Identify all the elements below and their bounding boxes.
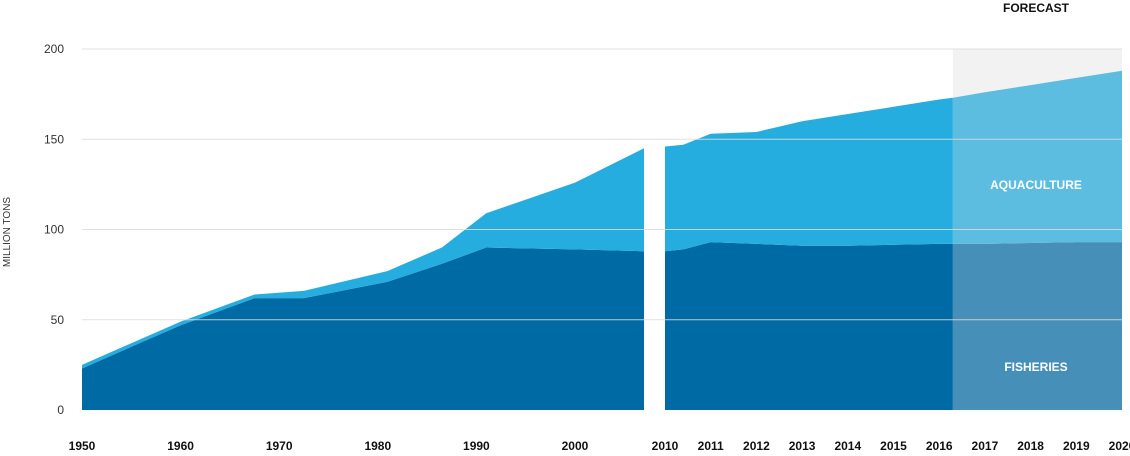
x-tick-label-1950: 1950 xyxy=(69,439,96,453)
x-tick-label-2019: 2019 xyxy=(1063,439,1090,453)
aquaculture-area-segment-2 xyxy=(665,97,953,252)
x-tick-label-2020: 2020 xyxy=(1109,439,1130,453)
fisheries-area-segment-1 xyxy=(82,247,644,410)
x-tick-label-1960: 1960 xyxy=(167,439,194,453)
x-tick-label-2013: 2013 xyxy=(789,439,816,453)
aquaculture-area-forecast-segment-2 xyxy=(952,70,1122,244)
y-tick-label-0: 0 xyxy=(57,403,64,417)
y-tick-label-50: 50 xyxy=(51,313,65,327)
x-tick-label-2012: 2012 xyxy=(743,439,770,453)
series-label-aquaculture: AQUACULTURE xyxy=(990,178,1082,192)
x-tick-label-1990: 1990 xyxy=(463,439,490,453)
x-tick-label-2014: 2014 xyxy=(834,439,861,453)
x-tick-label-1970: 1970 xyxy=(266,439,293,453)
x-tick-label-2016: 2016 xyxy=(926,439,953,453)
forecast-label: FORECAST xyxy=(1003,1,1070,15)
fisheries-area-forecast-segment-2 xyxy=(952,242,1122,410)
x-tick-label-2000: 2000 xyxy=(562,439,589,453)
y-axis-label: MILLION TONS xyxy=(2,197,13,268)
x-tick-label-2011: 2011 xyxy=(698,439,724,453)
fisheries-area-segment-2 xyxy=(665,242,953,410)
x-tick-label-2015: 2015 xyxy=(880,439,907,453)
y-tick-label-100: 100 xyxy=(44,223,64,237)
x-tick-label-1980: 1980 xyxy=(364,439,391,453)
y-tick-label-200: 200 xyxy=(44,42,64,56)
x-tick-label-2017: 2017 xyxy=(972,439,999,453)
y-tick-label-150: 150 xyxy=(44,132,64,146)
x-tick-label-2010: 2010 xyxy=(652,439,679,453)
x-tick-label-2018: 2018 xyxy=(1017,439,1044,453)
series-label-fisheries: FISHERIES xyxy=(1004,360,1067,374)
